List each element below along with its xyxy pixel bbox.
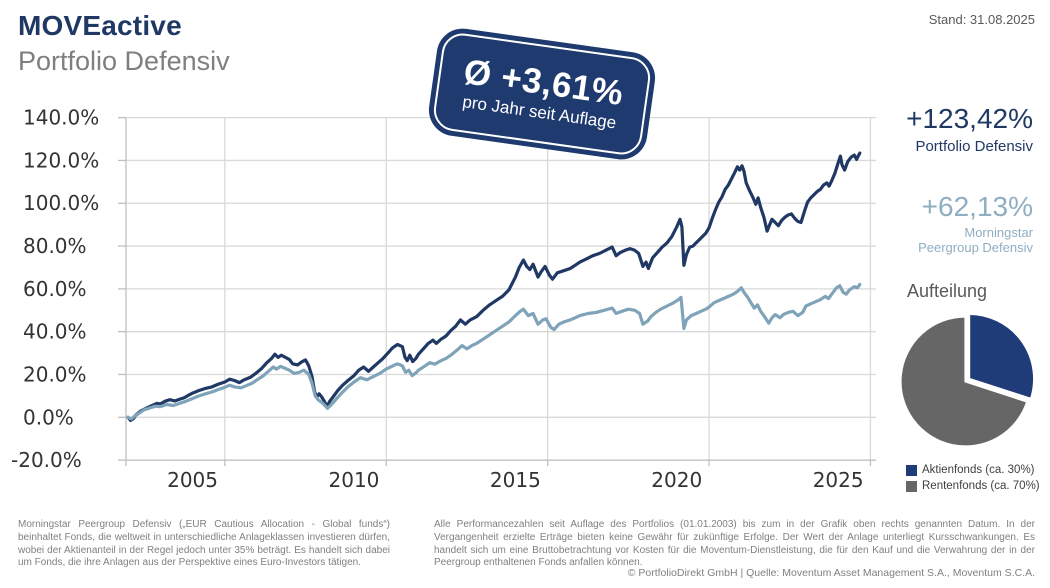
y-tick-label: 0.0% xyxy=(23,405,74,429)
portfolio-performance-label: Portfolio Defensiv xyxy=(915,137,1033,155)
peergroup-performance-stat: +62,13% Morningstar Peergroup Defensiv xyxy=(918,191,1033,256)
allocation-title: Aufteilung xyxy=(907,281,988,301)
pie-slice-aktienfonds xyxy=(968,312,1036,400)
series-line-portfolio xyxy=(126,151,862,423)
peergroup-performance-value: +62,13% xyxy=(921,191,1033,222)
y-tick-label: 20.0% xyxy=(23,362,87,386)
legend-swatch-icon xyxy=(906,480,917,492)
series-line-peergroup xyxy=(126,282,862,421)
y-tick-label: -20.0% xyxy=(11,448,82,472)
page-subtitle: Portfolio Defensiv xyxy=(18,46,230,76)
legend-label: Rentenfonds (ca. 70%) xyxy=(922,480,1040,492)
y-tick-label: 40.0% xyxy=(23,320,87,344)
x-tick-label: 2025 xyxy=(813,468,864,492)
allocation-legend: Aktienfonds (ca. 30%) Rentenfonds (ca. 70… xyxy=(906,464,1040,492)
y-tick-label: 80.0% xyxy=(23,234,87,258)
performance-line-chart: 140.0% 120.0% 100.0% 80.0% 60.0% 40.0% 20.0% 0.… xyxy=(11,106,876,492)
peergroup-performance-label-2: Peergroup Defensiv xyxy=(918,239,1033,255)
page-title: MOVEactive xyxy=(18,10,182,41)
portfolio-performance-value: +123,42% xyxy=(906,103,1033,134)
copyright-source-line: © PortfolioDirekt GmbH | Quelle: Moventu… xyxy=(627,567,1035,579)
legend-swatch-icon xyxy=(906,464,917,476)
x-tick-label: 2005 xyxy=(167,468,218,492)
y-tick-label: 140.0% xyxy=(23,106,99,130)
pie-slice-rentenfonds xyxy=(899,315,1029,448)
y-tick-label: 120.0% xyxy=(23,148,99,172)
peergroup-performance-label-1: Morningstar xyxy=(964,224,1033,240)
disclaimer-performance: Alle Performancezahlen seit Auflage des … xyxy=(434,519,1035,569)
legend-label: Aktienfonds (ca. 30%) xyxy=(922,464,1035,476)
portfolio-performance-stat: +123,42% Portfolio Defensiv xyxy=(906,103,1033,155)
legend-item: Aktienfonds (ca. 30%) xyxy=(906,464,1040,476)
x-tick-label: 2020 xyxy=(651,468,702,492)
legend-item: Rentenfonds (ca. 70%) xyxy=(906,480,1040,492)
y-tick-label: 60.0% xyxy=(23,277,87,301)
x-tick-label: 2010 xyxy=(329,468,380,492)
stand-date: Stand: 31.08.2025 xyxy=(928,12,1035,27)
disclaimer-peergroup: Morningstar Peergroup Defensiv („EUR Cau… xyxy=(18,519,390,569)
x-tick-label: 2015 xyxy=(490,468,541,492)
y-tick-label: 100.0% xyxy=(23,191,99,215)
allocation-pie-chart xyxy=(899,312,1036,448)
